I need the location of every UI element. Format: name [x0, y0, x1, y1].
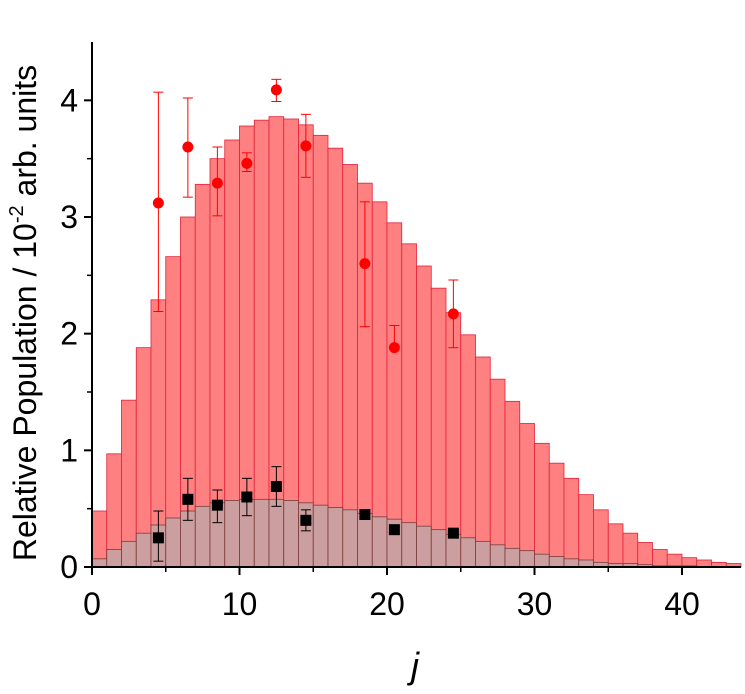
bar-partial-7 — [194, 505, 211, 568]
bar-total-34 — [593, 509, 609, 568]
bar-partial-15 — [312, 504, 329, 568]
bar-partial-18 — [357, 512, 373, 568]
bar-total-39 — [666, 553, 683, 568]
black-point-6 — [359, 509, 371, 520]
bar-partial-9 — [224, 500, 240, 568]
x-tick-label-40: 40 — [664, 586, 700, 622]
red-point-5 — [300, 140, 312, 152]
bar-partial-33 — [578, 559, 594, 568]
bar-total-31 — [548, 462, 565, 568]
y-axis-label-exponent: -2 — [6, 205, 28, 223]
bar-total-41 — [696, 559, 712, 568]
bar-total-16 — [327, 147, 344, 568]
bar-partial-16 — [327, 507, 344, 568]
black-point-5 — [300, 514, 312, 526]
bar-total-13 — [283, 118, 299, 568]
x-tick-label-0: 0 — [83, 586, 101, 622]
x-tick-label-20: 20 — [369, 586, 405, 622]
bar-partial-21 — [401, 522, 417, 568]
red-point-4 — [270, 84, 282, 96]
red-point-2 — [211, 177, 223, 189]
bar-partial-30 — [534, 553, 550, 568]
bar-partial-17 — [342, 509, 358, 568]
bar-total-33 — [578, 494, 594, 568]
bar-partial-28 — [504, 547, 521, 568]
bar-total-20 — [386, 222, 403, 568]
red-point-6 — [359, 258, 371, 270]
black-point-7 — [388, 524, 400, 536]
bar-total-36 — [622, 532, 639, 568]
black-point-4 — [270, 481, 282, 492]
bar-partial-3 — [135, 532, 152, 568]
bar-total-32 — [563, 477, 580, 568]
y-tick-label-3: 3 — [60, 199, 78, 235]
bar-partial-29 — [519, 550, 535, 568]
x-axis-label: j — [406, 645, 420, 686]
bar-total-37 — [637, 542, 653, 568]
black-point-0 — [152, 532, 164, 544]
bar-total-28 — [504, 400, 521, 568]
y-axis-label-unit: arb. units — [7, 65, 43, 206]
bar-total-21 — [401, 243, 417, 568]
axes-layer — [91, 42, 741, 568]
red-point-0 — [152, 197, 164, 209]
bar-total-14 — [298, 124, 314, 568]
y-tick-label-4: 4 — [60, 82, 78, 118]
bar-total-27 — [489, 378, 506, 568]
bar-partial-25 — [460, 537, 476, 568]
bar-partial-12 — [268, 498, 285, 568]
y-tick-label-0: 0 — [60, 549, 78, 585]
bar-partial-11 — [253, 498, 270, 568]
ticks-layer: 0 10 20 30 40 0 1 2 3 4 — [60, 82, 700, 622]
bar-total-25 — [460, 334, 476, 568]
bar-partial-1 — [106, 549, 122, 568]
black-point-3 — [241, 491, 253, 503]
y-tick-label-1: 1 — [60, 432, 78, 468]
bar-partial-24 — [445, 533, 462, 568]
bar-total-19 — [371, 201, 388, 568]
bar-partial-26 — [475, 540, 491, 568]
y-axis-label: Relative Population / 10-2 arb. units — [6, 65, 43, 561]
bar-partial-0 — [91, 558, 108, 568]
x-tick-label-30: 30 — [517, 586, 553, 622]
bar-total-38 — [652, 549, 668, 568]
bar-total-29 — [519, 423, 535, 568]
bar-partial-32 — [563, 558, 580, 568]
bar-partial-13 — [283, 500, 299, 568]
bar-partial-31 — [548, 556, 565, 568]
x-tick-label-10: 10 — [222, 586, 258, 622]
bar-total-26 — [475, 356, 491, 568]
bar-partial-2 — [121, 540, 137, 568]
bar-partial-19 — [371, 516, 388, 568]
black-point-8 — [447, 527, 459, 539]
bar-total-23 — [430, 287, 447, 568]
bar-total-30 — [534, 442, 550, 568]
y-axis-label-main: Relative Population / 10 — [7, 223, 43, 561]
red-point-1 — [182, 141, 194, 153]
bar-total-17 — [342, 164, 358, 568]
black-point-1 — [182, 493, 194, 505]
bar-partial-22 — [416, 525, 432, 568]
red-point-3 — [241, 157, 253, 169]
bar-partial-23 — [430, 529, 447, 568]
bar-total-15 — [312, 134, 329, 568]
red-point-7 — [388, 342, 400, 354]
bar-total-35 — [607, 523, 624, 568]
y-tick-label-2: 2 — [60, 316, 78, 352]
bar-partial-5 — [165, 517, 181, 568]
black-point-2 — [211, 499, 223, 511]
bar-total-22 — [416, 265, 432, 568]
points-layer — [152, 84, 459, 544]
bar-partial-27 — [489, 544, 506, 568]
red-point-8 — [447, 308, 459, 320]
